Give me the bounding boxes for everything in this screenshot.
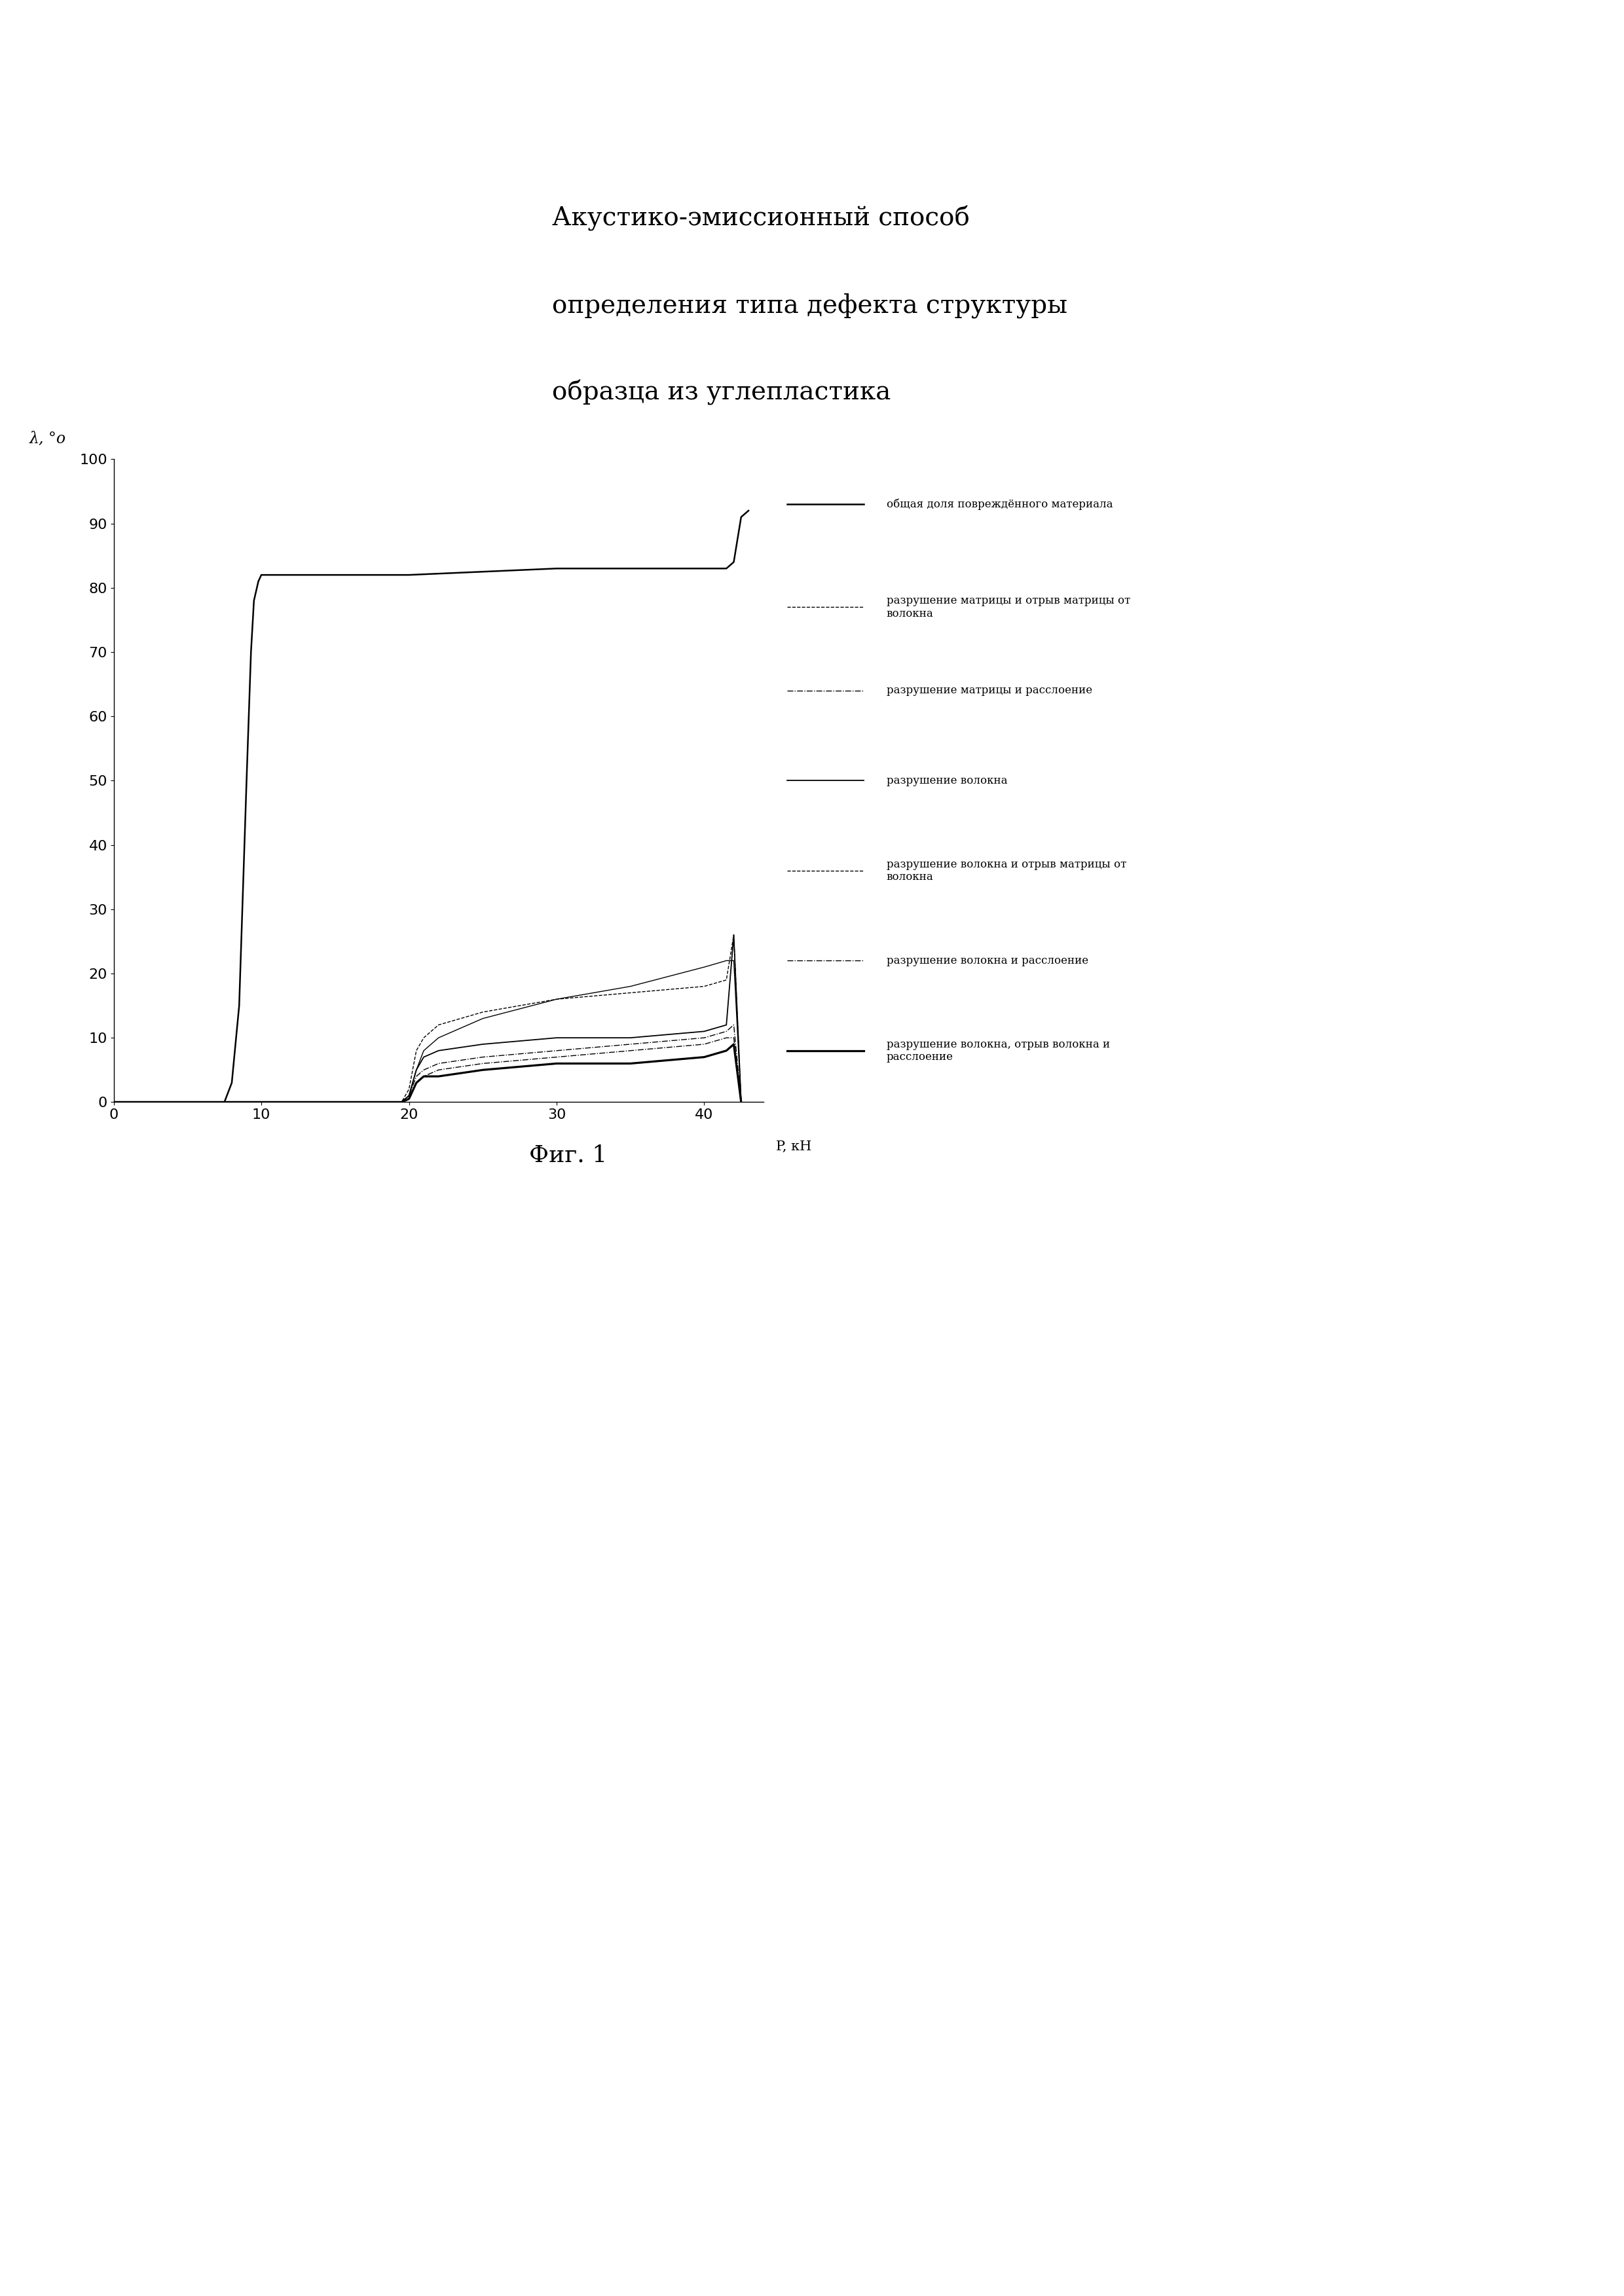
Text: разрушение волокна и расслоение: разрушение волокна и расслоение: [887, 955, 1088, 967]
Text: P, кН: P, кН: [776, 1141, 812, 1153]
Text: λ, °о: λ, °о: [29, 432, 67, 445]
Text: разрушение волокна, отрыв волокна и
расслоение: разрушение волокна, отрыв волокна и расс…: [887, 1038, 1109, 1063]
Text: образца из углепластика: образца из углепластика: [552, 379, 892, 406]
Text: разрушение волокна и отрыв матрицы от
волокна: разрушение волокна и отрыв матрицы от во…: [887, 859, 1125, 882]
Text: разрушение волокна: разрушение волокна: [887, 776, 1007, 785]
Text: разрушение матрицы и отрыв матрицы от
волокна: разрушение матрицы и отрыв матрицы от во…: [887, 595, 1130, 620]
Text: общая доля повреждённого материала: общая доля повреждённого материала: [887, 498, 1112, 510]
Text: разрушение матрицы и расслоение: разрушение матрицы и расслоение: [887, 684, 1091, 696]
Text: Фиг. 1: Фиг. 1: [529, 1143, 607, 1166]
Text: определения типа дефекта структуры: определения типа дефекта структуры: [552, 294, 1067, 317]
Text: Акустико-эмиссионный способ: Акустико-эмиссионный способ: [552, 204, 970, 232]
